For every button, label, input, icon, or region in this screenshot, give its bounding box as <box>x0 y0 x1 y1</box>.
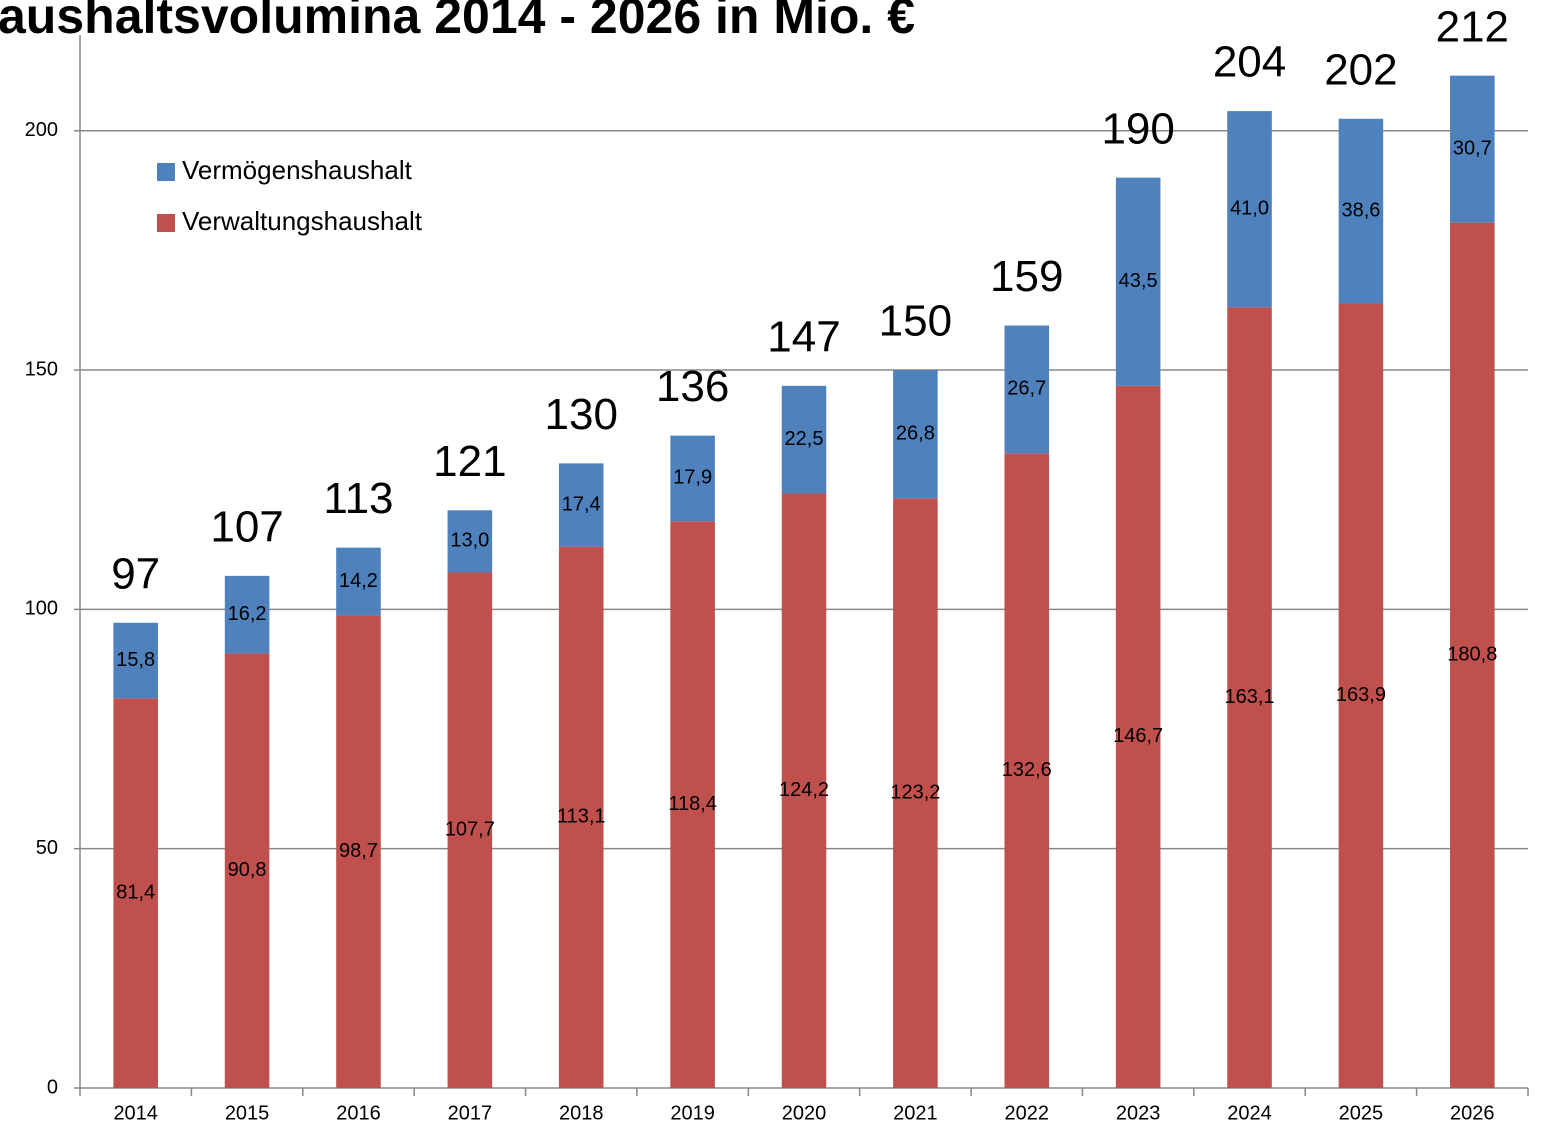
x-tick-label: 2018 <box>559 1102 604 1124</box>
legend-label: Vermögenshaushalt <box>182 155 413 185</box>
total-label: 204 <box>1213 38 1286 87</box>
bar-segment <box>558 546 604 1088</box>
x-tick-label: 2017 <box>448 1102 493 1124</box>
data-label: 16,2 <box>228 603 267 625</box>
bar-segment <box>1115 385 1161 1088</box>
data-label: 13,0 <box>450 530 489 552</box>
x-tick-label: 2015 <box>225 1102 270 1124</box>
total-label: 136 <box>656 362 729 411</box>
data-label: 81,4 <box>116 881 155 903</box>
data-label: 43,5 <box>1119 270 1158 292</box>
bar-segment <box>113 698 158 1088</box>
total-label: 159 <box>990 252 1063 301</box>
data-label: 15,8 <box>116 649 155 671</box>
bar-segment <box>893 498 938 1088</box>
bar-segment <box>447 510 493 573</box>
legend-label: Verwaltungshaushalt <box>182 206 423 236</box>
total-label: 97 <box>111 549 160 598</box>
x-tick-label: 2019 <box>670 1102 715 1124</box>
x-tick-label: 2023 <box>1116 1102 1161 1124</box>
data-label: 163,1 <box>1225 686 1275 708</box>
bar-segment <box>1004 325 1050 454</box>
data-label: 124,2 <box>779 779 829 801</box>
data-label: 118,4 <box>668 793 717 815</box>
data-label: 22,5 <box>785 428 824 450</box>
bar-segment <box>1450 75 1495 223</box>
x-tick-label: 2025 <box>1339 1102 1384 1124</box>
data-label: 113,1 <box>557 806 606 828</box>
x-tick-label: 2022 <box>1005 1102 1050 1124</box>
x-tick-label: 2020 <box>782 1102 827 1124</box>
data-label: 41,0 <box>1230 198 1269 220</box>
data-label: 17,4 <box>562 493 601 515</box>
data-label: 38,6 <box>1341 199 1380 221</box>
data-label: 90,8 <box>228 859 267 881</box>
x-tick-label: 2024 <box>1227 1102 1272 1124</box>
y-tick-label: 50 <box>36 837 58 859</box>
total-label: 202 <box>1324 45 1397 94</box>
bar-segment <box>336 615 381 1088</box>
bar-segment <box>447 572 493 1088</box>
chart-title: aushaltsvolumina 2014 - 2026 in Mio. € <box>0 0 915 44</box>
data-label: 107,7 <box>445 819 495 841</box>
x-tick-label: 2021 <box>893 1102 938 1124</box>
data-label: 180,8 <box>1447 644 1497 666</box>
legend-swatch <box>157 163 175 181</box>
bar-segment <box>1115 177 1161 386</box>
bar-segment <box>113 622 158 699</box>
total-label: 130 <box>545 390 618 439</box>
bar-segment <box>781 493 827 1088</box>
bar-segment <box>893 370 938 499</box>
total-label: 113 <box>323 474 393 523</box>
x-tick-label: 2026 <box>1450 1102 1495 1124</box>
data-label: 132,6 <box>1002 759 1052 781</box>
y-tick-label: 100 <box>25 598 58 620</box>
total-label: 150 <box>879 297 952 346</box>
y-tick-label: 150 <box>25 358 58 380</box>
bar-segment <box>1227 111 1272 308</box>
data-label: 26,8 <box>896 422 935 444</box>
data-label: 98,7 <box>339 840 378 862</box>
data-label: 14,2 <box>339 570 378 592</box>
total-label: 190 <box>1101 104 1174 153</box>
total-label: 107 <box>210 502 283 551</box>
x-tick-label: 2016 <box>336 1102 381 1124</box>
total-label: 212 <box>1436 2 1509 51</box>
bar-segment <box>558 463 604 547</box>
legend-swatch <box>157 214 175 232</box>
bar-segment <box>670 435 715 522</box>
bar-segment <box>1227 307 1272 1088</box>
bar-segment <box>224 653 270 1088</box>
data-label: 26,7 <box>1007 378 1046 400</box>
total-label: 147 <box>767 312 840 361</box>
data-label: 163,9 <box>1336 684 1386 706</box>
bar-segment <box>1338 118 1384 304</box>
bar-segment <box>1004 453 1050 1088</box>
data-label: 17,9 <box>673 467 712 489</box>
data-label: 123,2 <box>890 781 940 803</box>
total-label: 121 <box>433 437 506 486</box>
y-tick-label: 200 <box>25 119 58 141</box>
bar-segment <box>224 575 270 654</box>
y-tick-label: 0 <box>47 1076 58 1098</box>
bar-segment <box>336 547 381 616</box>
data-label: 146,7 <box>1113 725 1163 747</box>
bar-segment <box>1450 222 1495 1088</box>
bar-segment <box>670 521 715 1088</box>
bar-segment <box>1338 303 1384 1088</box>
data-label: 30,7 <box>1453 137 1492 159</box>
x-tick-label: 2014 <box>113 1102 158 1124</box>
bar-segment <box>781 385 827 494</box>
